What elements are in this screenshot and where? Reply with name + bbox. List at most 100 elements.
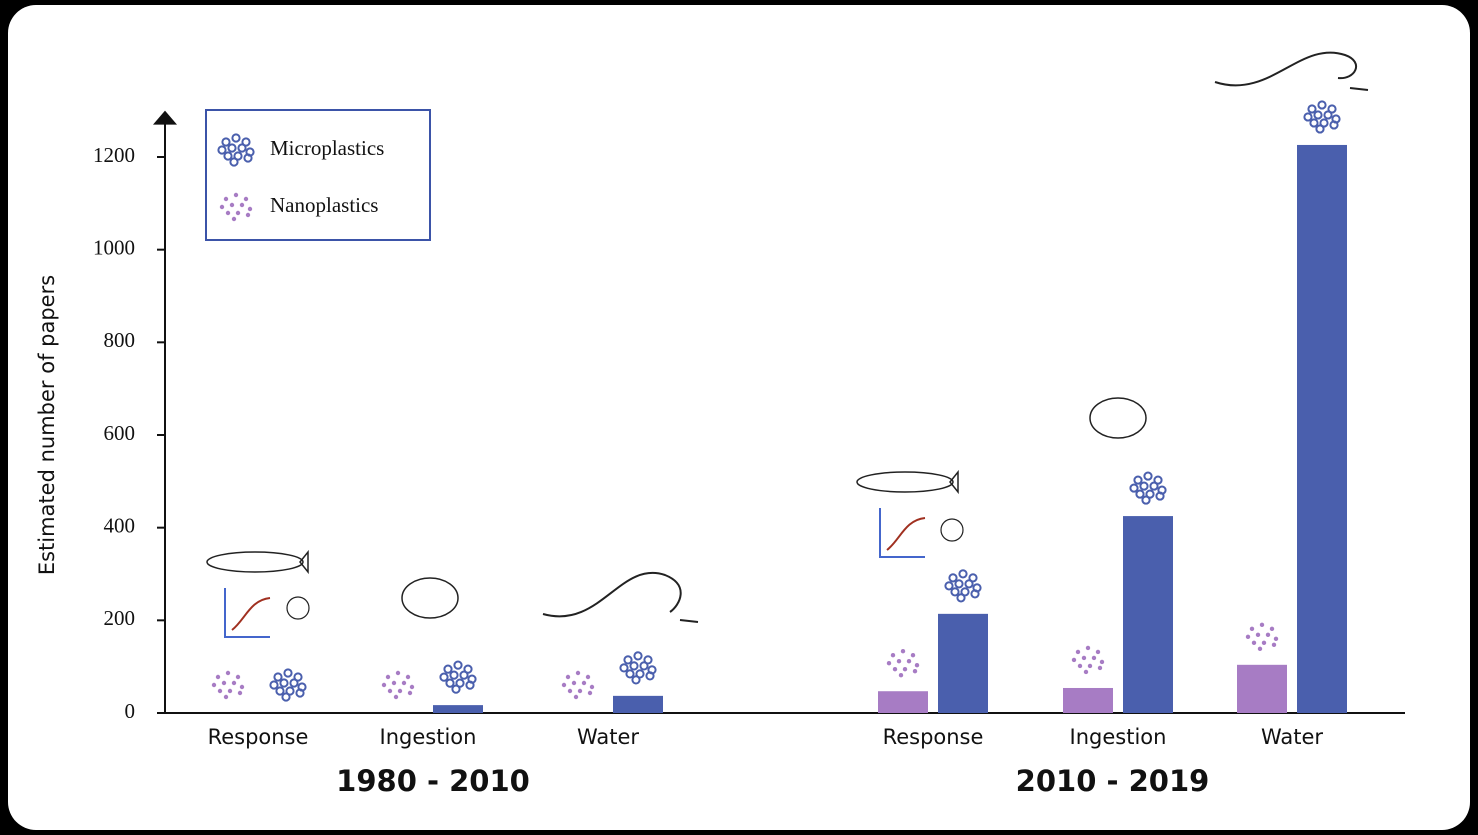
- particle-icon: [625, 669, 635, 679]
- particle-icon: [585, 674, 591, 680]
- particle-icon: [643, 655, 653, 665]
- particle-icon: [221, 137, 231, 147]
- y-tick-label: 1200: [93, 143, 135, 167]
- particle-icon: [567, 688, 573, 694]
- particle-icon: [958, 569, 968, 579]
- particle-icon: [285, 686, 295, 696]
- particle-icon: [295, 688, 305, 698]
- particle-icon: [451, 684, 461, 694]
- particle-icon: [896, 659, 902, 664]
- particle-icon: [463, 664, 473, 674]
- particle-icon: [397, 688, 403, 694]
- bar: [938, 613, 988, 713]
- particle-icon: [217, 145, 227, 155]
- particle-icon: [1327, 104, 1337, 114]
- particle-icon: [1145, 489, 1155, 499]
- particle-icon: [273, 672, 283, 682]
- particle-icon: [231, 680, 237, 686]
- particle-icon: [1307, 104, 1317, 114]
- particle-icon: [449, 670, 459, 680]
- particle-icon: [645, 671, 655, 681]
- bar: [1297, 144, 1347, 713]
- particle-icon: [223, 694, 229, 700]
- particle-icon: [633, 651, 643, 661]
- particle-icon: [1265, 632, 1271, 638]
- particle-icon: [391, 680, 397, 686]
- particle-icon: [914, 663, 920, 668]
- particle-icon: [1303, 112, 1313, 122]
- particle-icon: [1259, 622, 1265, 628]
- particle-icon: [243, 153, 253, 163]
- particle-icon: [589, 684, 595, 690]
- bar: [433, 705, 483, 713]
- x-tick-label: Ingestion: [1070, 725, 1167, 749]
- x-tick-label: Water: [1261, 725, 1323, 749]
- particle-icon: [225, 210, 231, 216]
- particle-icon: [565, 674, 571, 680]
- particle-icon: [639, 661, 649, 671]
- particle-icon: [269, 680, 279, 690]
- particle-icon: [405, 674, 411, 680]
- particle-icon: [235, 674, 241, 680]
- particle-icon: [968, 573, 978, 583]
- x-tick-label: Water: [577, 725, 639, 749]
- particle-icon: [1329, 120, 1339, 130]
- particle-icon: [243, 196, 249, 202]
- particle-icon: [393, 694, 399, 700]
- y-tick-label: 600: [104, 421, 136, 445]
- particle-icon: [239, 202, 245, 208]
- particle-icon: [1319, 118, 1329, 128]
- particle-icon: [221, 680, 227, 686]
- x-tick-label: Response: [208, 725, 309, 749]
- particle-icon: [970, 589, 980, 599]
- particle-icon: [455, 678, 465, 688]
- particle-icon: [956, 593, 966, 603]
- particle-icon: [629, 661, 639, 671]
- particle-icon: [275, 686, 285, 696]
- particle-icon: [950, 587, 960, 597]
- y-tick-label: 800: [104, 328, 136, 352]
- particle-icon: [1313, 110, 1323, 120]
- bar: [613, 695, 663, 713]
- particle-icon: [1077, 663, 1083, 669]
- particle-icon: [1273, 636, 1279, 642]
- particle-icon: [1149, 481, 1159, 491]
- particle-icon: [241, 137, 251, 147]
- particle-icon: [948, 573, 958, 583]
- particle-icon: [211, 682, 217, 688]
- particle-icon: [239, 684, 245, 690]
- particle-icon: [910, 653, 916, 658]
- particle-icon: [1153, 475, 1163, 485]
- particle-icon: [235, 210, 241, 216]
- y-axis-arrow: [153, 110, 177, 125]
- particle-icon: [289, 678, 299, 688]
- particle-icon: [1309, 118, 1319, 128]
- particle-icon: [1323, 110, 1333, 120]
- particle-icon: [223, 196, 229, 202]
- particle-icon: [561, 682, 567, 688]
- particle-icon: [1097, 665, 1103, 671]
- particle-icon: [573, 694, 579, 700]
- particle-icon: [219, 204, 225, 210]
- particle-icon: [1245, 634, 1251, 640]
- particle-icon: [459, 670, 469, 680]
- particle-icon: [1249, 626, 1255, 632]
- particle-icon: [225, 670, 231, 676]
- legend-box: [205, 109, 431, 241]
- particle-icon: [229, 157, 239, 167]
- illustrations: [206, 51, 1369, 638]
- bar: [1063, 687, 1113, 713]
- particle-icon: [1315, 124, 1325, 134]
- group-label: 2010 - 2019: [1016, 764, 1210, 798]
- legend-label: Nanoplastics: [270, 193, 378, 217]
- particle-icon: [581, 680, 587, 686]
- particle-icon: [1095, 649, 1101, 655]
- particle-icon: [409, 684, 415, 690]
- particle-icon: [912, 669, 918, 674]
- particle-icon: [1075, 649, 1081, 655]
- particle-icon: [1087, 663, 1093, 669]
- panel: [8, 5, 1470, 830]
- particle-icon: [1141, 495, 1151, 505]
- x-tick-label: Response: [883, 725, 984, 749]
